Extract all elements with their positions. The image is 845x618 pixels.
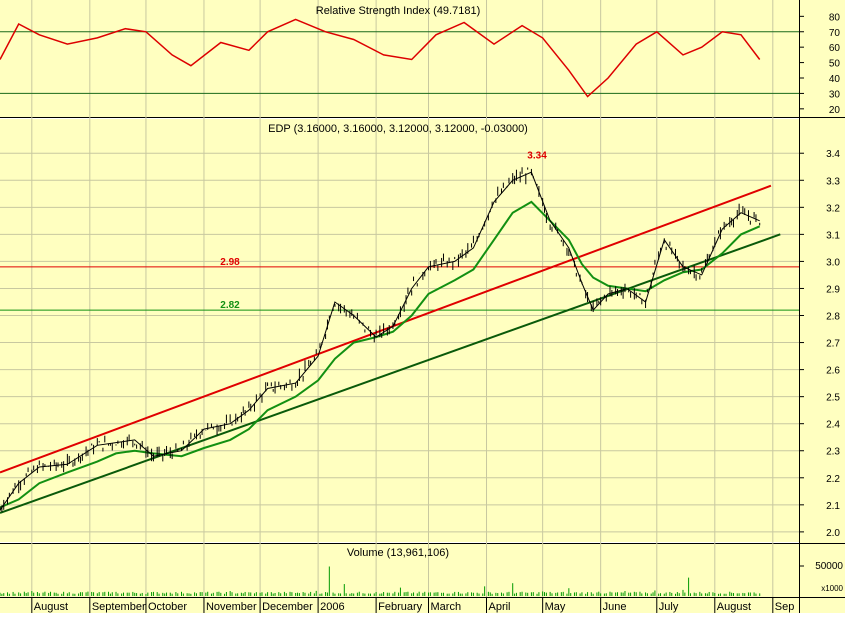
peak-label: 3.34 [527, 151, 547, 162]
price-title: EDP (3.16000, 3.16000, 3.12000, 3.12000,… [268, 123, 528, 135]
price-tick-label: 3.2 [826, 203, 840, 214]
price-tick-label: 2.4 [826, 420, 840, 431]
rsi-tick-label: 80 [829, 12, 841, 23]
month-label: October [148, 601, 187, 613]
support-level-label: 2.82 [220, 300, 240, 311]
month-label: November [206, 601, 257, 613]
price-tick-label: 2.2 [826, 474, 840, 485]
month-label: December [262, 601, 313, 613]
month-label: August [717, 601, 751, 613]
price-tick-label: 2.5 [826, 393, 840, 404]
volume-title: Volume (13,961,106) [347, 547, 449, 559]
volume-scale-label: x1000 [821, 584, 843, 593]
month-label: February [378, 601, 423, 613]
rsi-line [0, 18, 761, 98]
month-label: May [545, 601, 566, 613]
month-label: Sep [775, 601, 795, 613]
volume-tick-label: 50000 [815, 561, 843, 572]
price-tick-label: 3.4 [826, 149, 840, 160]
month-label: August [34, 601, 68, 613]
rsi-tick-label: 70 [829, 28, 841, 39]
trend-line [0, 233, 781, 514]
price-line [0, 171, 760, 511]
trend-line [0, 184, 772, 474]
price-tick-label: 2.1 [826, 501, 840, 512]
price-tick-label: 2.0 [826, 528, 840, 539]
price-tick-label: 2.8 [826, 312, 840, 323]
date-axis-band [0, 597, 799, 613]
price-tick-label: 3.1 [826, 230, 840, 241]
month-label: July [659, 601, 679, 613]
month-label: March [431, 601, 462, 613]
price-tick-label: 2.7 [826, 339, 840, 350]
price-tick-label: 3.3 [826, 176, 840, 187]
rsi-tick-label: 30 [829, 89, 841, 100]
rsi-title: Relative Strength Index (49.7181) [316, 5, 481, 17]
rsi-tick-label: 50 [829, 59, 841, 70]
month-label: September [92, 601, 146, 613]
moving-average-line [0, 200, 761, 509]
price-tick-label: 3.0 [826, 257, 840, 268]
month-label: April [489, 601, 511, 613]
support-level-label: 2.98 [220, 257, 240, 268]
price-tick-label: 2.9 [826, 284, 840, 295]
month-label: June [603, 601, 627, 613]
rsi-tick-label: 20 [829, 105, 841, 116]
right-axis-band [799, 0, 845, 613]
month-label: 2006 [320, 601, 344, 613]
rsi-panel [0, 0, 799, 117]
price-panel [0, 119, 799, 542]
price-tick-label: 2.6 [826, 366, 840, 377]
volume-panel [0, 544, 799, 597]
rsi-tick-label: 60 [829, 43, 841, 54]
price-tick-label: 2.3 [826, 447, 840, 458]
rsi-tick-label: 40 [829, 74, 841, 85]
